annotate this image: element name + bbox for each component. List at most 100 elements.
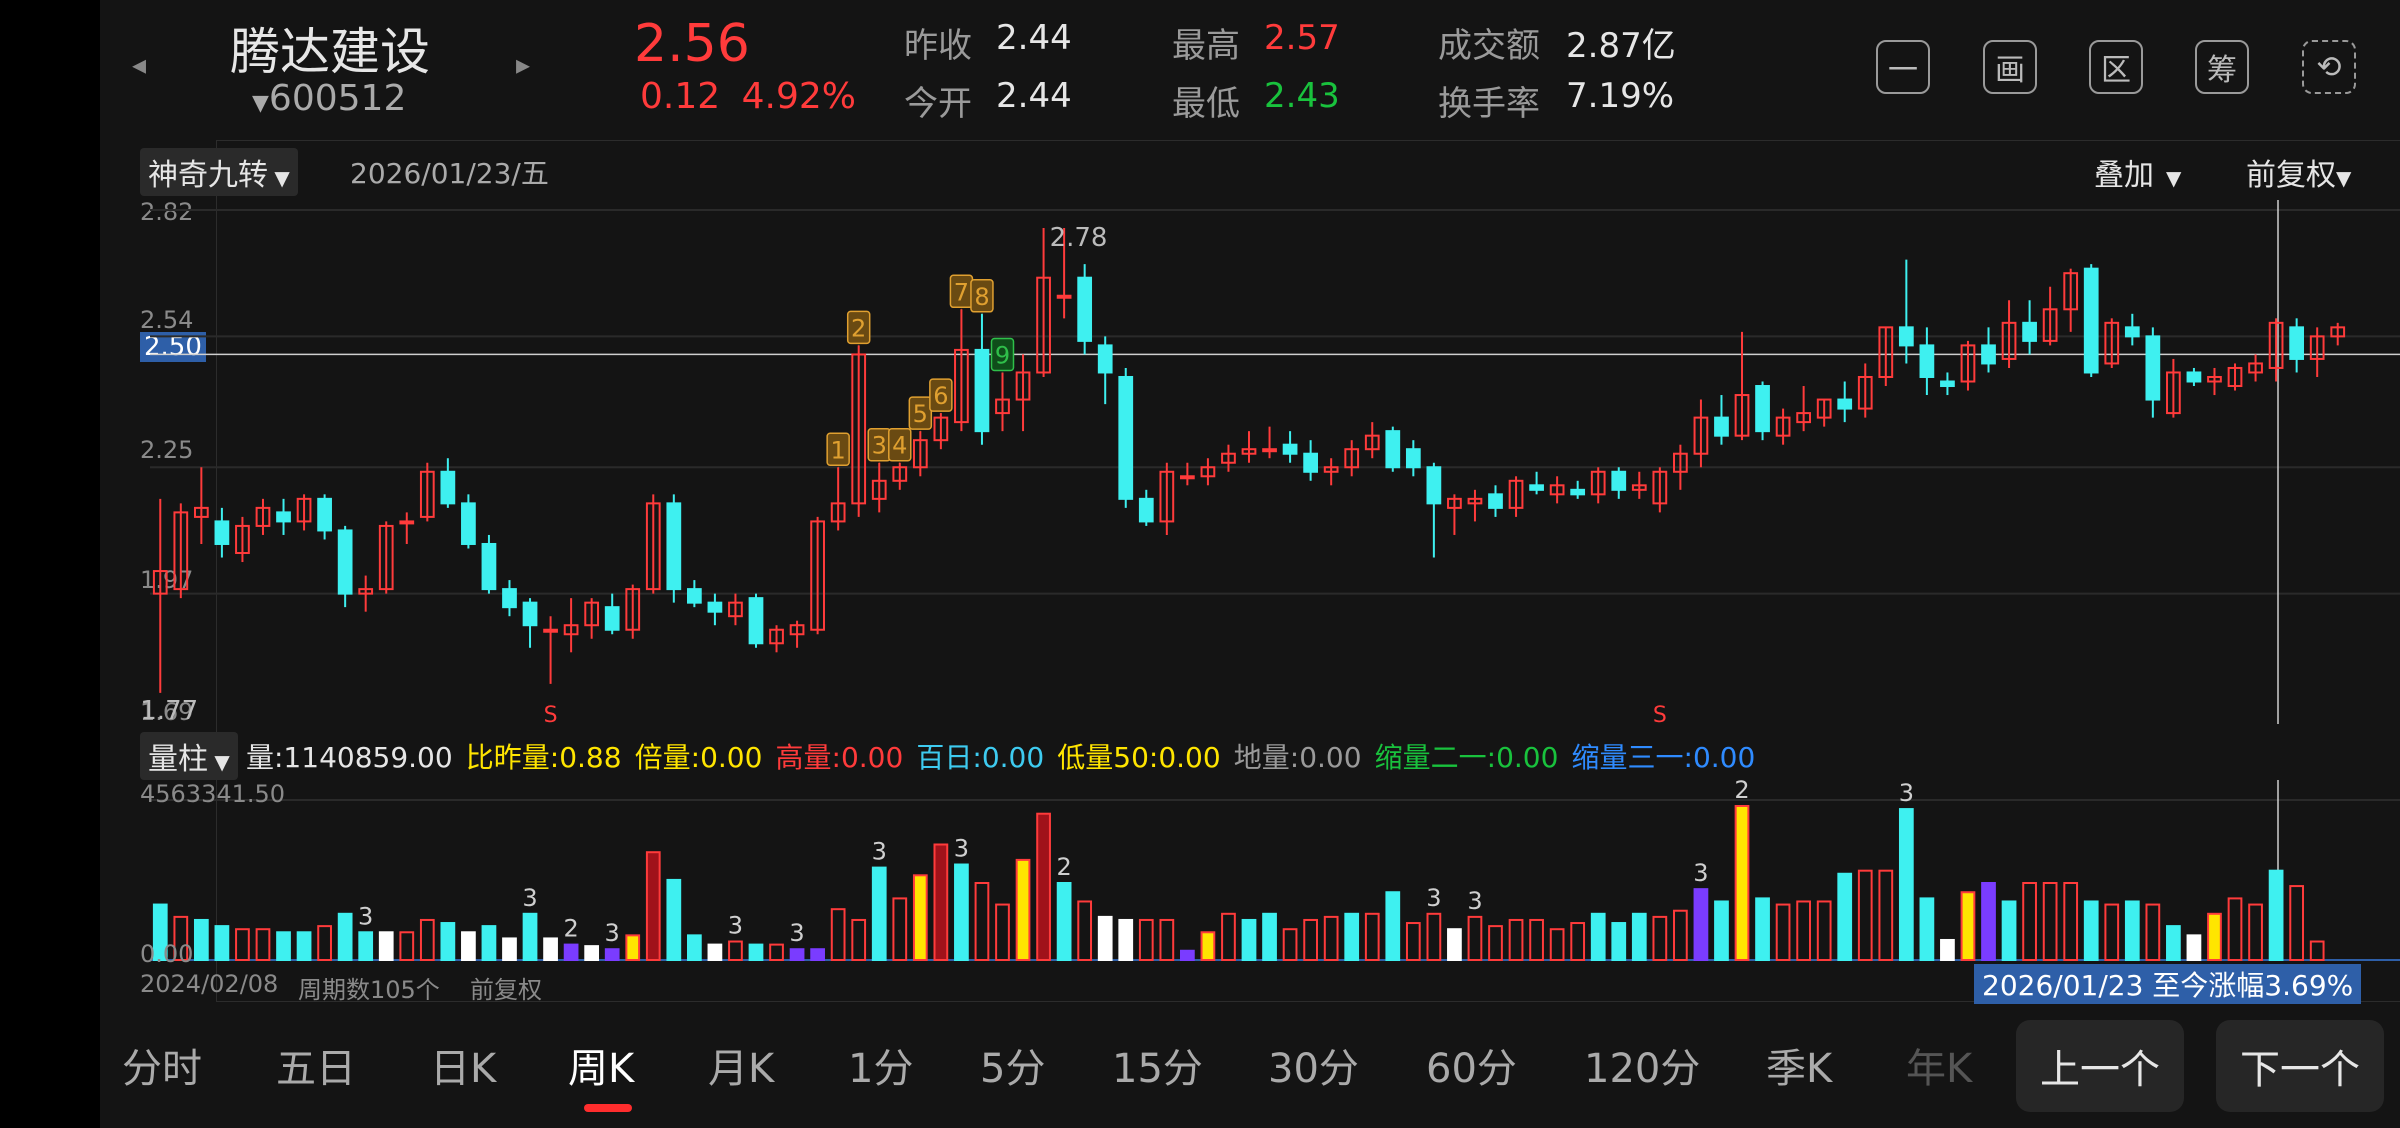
candle-body xyxy=(1364,434,1380,451)
volume-bar xyxy=(1590,912,1606,961)
nine-signal-label: 8 xyxy=(974,283,989,311)
chart-frame xyxy=(216,140,2400,1002)
volume-bar xyxy=(2145,903,2161,961)
volume-signal-label: 3 xyxy=(1426,884,1441,912)
draw-icon: 画 xyxy=(1995,53,2025,88)
adjust-mode: 前复权 xyxy=(470,976,542,1004)
rotate-screen-button[interactable]: ⟲ xyxy=(2302,40,2356,94)
candle-body xyxy=(502,588,517,609)
stock-code-row[interactable]: ▼600512 xyxy=(252,78,406,119)
low-value: 2.43 xyxy=(1264,76,1340,116)
tab-60min[interactable]: 60分 xyxy=(1426,1046,1517,1092)
candle-body xyxy=(1529,484,1544,491)
nine-signal-label: 7 xyxy=(954,278,969,306)
candle-body xyxy=(1303,452,1318,473)
tab-day-k[interactable]: 日K xyxy=(430,1046,497,1092)
tab-timeshare[interactable]: 分时 xyxy=(122,1046,202,1092)
volume-bar xyxy=(440,922,456,961)
candle-body xyxy=(1714,416,1729,437)
candle-body xyxy=(2022,321,2037,342)
tab-week-k[interactable]: 周K xyxy=(568,1046,635,1092)
volume-bar xyxy=(1898,808,1914,962)
candle-body xyxy=(1673,452,1688,473)
candle-body xyxy=(645,502,661,591)
tab-month-k[interactable]: 月K xyxy=(708,1046,775,1092)
minus-button[interactable]: 一 xyxy=(1876,40,1930,94)
volume-bar xyxy=(1508,918,1524,962)
volume-bar xyxy=(152,903,168,961)
volume-bar xyxy=(1611,922,1627,961)
volume-bar xyxy=(193,918,209,962)
tab-5min[interactable]: 5分 xyxy=(980,1046,1046,1092)
candle-body xyxy=(2227,366,2243,388)
volume-bar xyxy=(1241,918,1257,962)
adjust-dropdown[interactable]: 前复权▼ xyxy=(2246,150,2351,194)
vol-multi: 倍量:0.00 xyxy=(634,741,763,774)
candle-body xyxy=(296,497,312,523)
volume-bar xyxy=(2063,882,2079,961)
volume-bar xyxy=(1714,900,1729,961)
tab-year-k[interactable]: 年K xyxy=(1906,1046,1973,1092)
candle-body xyxy=(686,588,702,604)
volume-bar xyxy=(1796,900,1812,961)
zone-icon: 区 xyxy=(2101,53,2131,88)
volume-bar xyxy=(1077,900,1093,961)
min-price-label: 1.77 xyxy=(140,696,198,726)
zone-button[interactable]: 区 xyxy=(2089,40,2143,94)
volume-type-dropdown[interactable]: 量柱 ▼ xyxy=(140,732,238,780)
chips-button[interactable]: 筹 xyxy=(2195,40,2249,94)
turnover-value: 2.87亿 xyxy=(1566,26,1676,66)
tab-1min[interactable]: 1分 xyxy=(848,1046,914,1092)
candle-body xyxy=(1323,466,1339,473)
nine-signal-label: 6 xyxy=(933,382,948,410)
high-label: 最高 xyxy=(1172,26,1240,66)
volume-bar xyxy=(2309,940,2325,962)
candle-body xyxy=(892,466,908,482)
indicator-dropdown[interactable]: 神奇九转 ▼ xyxy=(140,148,298,196)
candle-body xyxy=(625,588,641,631)
tab-season-k[interactable]: 季K xyxy=(1766,1046,1833,1092)
candle-body xyxy=(1241,448,1257,455)
draw-button[interactable]: 画 xyxy=(1983,40,2037,94)
low-label: 最低 xyxy=(1172,84,1240,124)
overlay-dropdown[interactable]: 叠加 ▼ xyxy=(2094,150,2181,194)
tab-15min[interactable]: 15分 xyxy=(1112,1046,1203,1092)
next-stock-arrow-icon[interactable]: ▸ xyxy=(516,48,531,81)
candle-body xyxy=(378,524,394,591)
prev-stock-arrow-icon[interactable]: ◂ xyxy=(132,48,147,81)
volume-info-row: 量:1140859.00 比昨量:0.88 倍量:0.00 高量:0.00 百日… xyxy=(246,736,1763,776)
candle-body xyxy=(1200,466,1216,478)
price-change-row: 0.12 4.92% xyxy=(640,76,856,117)
tab-30min[interactable]: 30分 xyxy=(1268,1046,1359,1092)
vol-hundred: 百日:0.00 xyxy=(916,741,1045,774)
candle-body xyxy=(2330,326,2346,338)
volume-bar xyxy=(1816,900,1832,961)
candle-body xyxy=(1919,344,1935,378)
candle-body xyxy=(728,601,743,618)
volume-bar xyxy=(1488,925,1503,961)
candle-body xyxy=(2166,371,2181,415)
tab-five-day[interactable]: 五日 xyxy=(276,1046,356,1092)
price-change-pct: 4.92% xyxy=(741,76,856,117)
volume-bar xyxy=(2022,882,2037,961)
candle-body xyxy=(1508,479,1524,509)
dropdown-arrow-icon: ▼ xyxy=(2166,166,2182,190)
volume-signal-label: 2 xyxy=(1056,853,1071,881)
tab-120min[interactable]: 120分 xyxy=(1584,1046,1701,1092)
candle-body xyxy=(276,511,291,523)
open-label: 今开 xyxy=(904,84,972,124)
price-axis-label: 2.25 xyxy=(140,436,194,464)
volume-bar xyxy=(1138,918,1154,962)
candle-body xyxy=(2104,321,2120,365)
volume-bar xyxy=(481,925,497,961)
candle-body xyxy=(2042,308,2058,342)
volume-bar xyxy=(461,931,476,962)
code-dropdown-icon: ▼ xyxy=(252,91,269,116)
prev-button[interactable]: 上一个 xyxy=(2016,1020,2184,1112)
next-button[interactable]: 下一个 xyxy=(2216,1020,2384,1112)
candle-body xyxy=(419,470,435,518)
nine-signal-box xyxy=(908,396,933,430)
volume-bar xyxy=(173,915,189,962)
volume-bar xyxy=(645,851,661,962)
